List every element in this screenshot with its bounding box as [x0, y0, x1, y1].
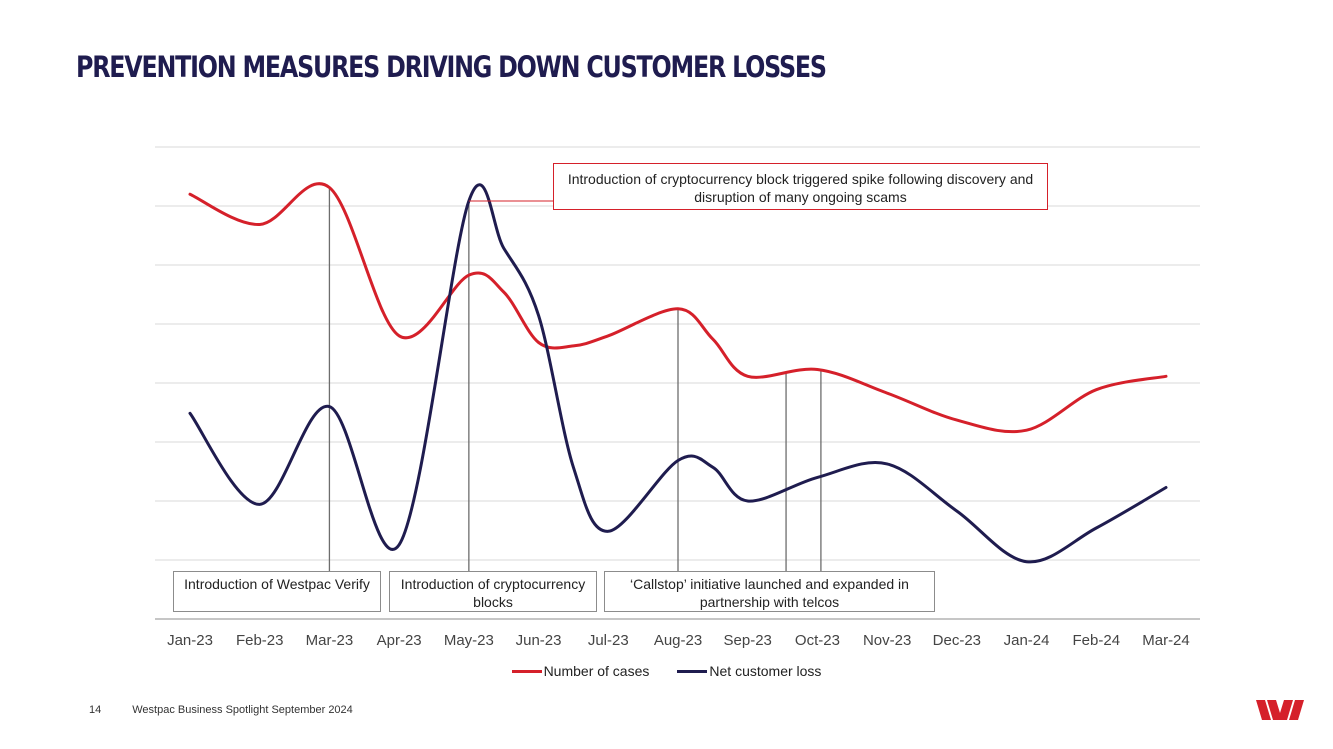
x-tick-label: Oct-23 — [795, 632, 840, 649]
x-tick-label: Feb-24 — [1073, 632, 1121, 649]
x-tick-labels: Jan-23 Feb-23 Mar-23 Apr-23 May-23 Jun-23 Jul-… — [167, 632, 1190, 649]
crypto-blocks-callout: Introduction of cryptocurrency blocks — [389, 571, 597, 612]
crypto-blocks-callout-text: Introduction of cryptocurrency blocks — [400, 576, 586, 610]
westpac-verify-callout: Introduction of Westpac Verify — [173, 571, 381, 612]
x-tick-label: Mar-23 — [306, 632, 354, 649]
x-tick-label: May-23 — [444, 632, 494, 649]
x-tick-label: Jan-24 — [1004, 632, 1050, 649]
line-chart: Jan-23 Feb-23 Mar-23 Apr-23 May-23 Jun-23 Jul-… — [155, 146, 1200, 649]
x-tick-label: Sep-23 — [724, 632, 772, 649]
x-tick-label: Aug-23 — [654, 632, 702, 649]
series-line-net-customer-loss — [188, 183, 1168, 564]
series-lines — [188, 182, 1168, 564]
footer-text: Westpac Business Spotlight September 202… — [132, 704, 353, 716]
x-tick-label: Nov-23 — [863, 632, 911, 649]
callstop-callout-text: ‘Callstop’ initiative launched and expan… — [630, 576, 909, 610]
x-tick-label: Feb-23 — [236, 632, 284, 649]
x-tick-label: Dec-23 — [933, 632, 981, 649]
legend-label-cases: Number of cases — [543, 663, 650, 679]
x-tick-label: Jan-23 — [167, 632, 213, 649]
crypto-spike-callout: Introduction of cryptocurrency block tri… — [553, 163, 1048, 210]
legend: Number of cases Net customer loss — [0, 663, 1333, 679]
westpac-logo-icon — [1256, 700, 1304, 720]
x-tick-label: Jul-23 — [588, 632, 629, 649]
callstop-callout: ‘Callstop’ initiative launched and expan… — [604, 571, 935, 612]
event-lines — [328, 187, 822, 571]
page-number: 14 — [89, 704, 102, 716]
legend-item-loss: Net customer loss — [677, 663, 821, 679]
legend-swatch-cases — [511, 669, 542, 673]
x-tick-label: Apr-23 — [377, 632, 422, 649]
series-line-number-of-cases — [188, 182, 1168, 434]
page-title: PREVENTION MEASURES DRIVING DOWN CUSTOME… — [76, 50, 827, 84]
crypto-spike-callout-text: Introduction of cryptocurrency block tri… — [567, 171, 1034, 205]
x-tick-label: Jun-23 — [516, 632, 562, 649]
footer: 14 Westpac Business Spotlight September … — [89, 704, 353, 716]
westpac-verify-callout-text: Introduction of Westpac Verify — [184, 576, 370, 592]
legend-label-loss: Net customer loss — [709, 663, 822, 679]
legend-item-cases: Number of cases — [511, 663, 650, 679]
x-tick-label: Mar-24 — [1142, 632, 1190, 649]
legend-swatch-loss — [677, 669, 708, 673]
